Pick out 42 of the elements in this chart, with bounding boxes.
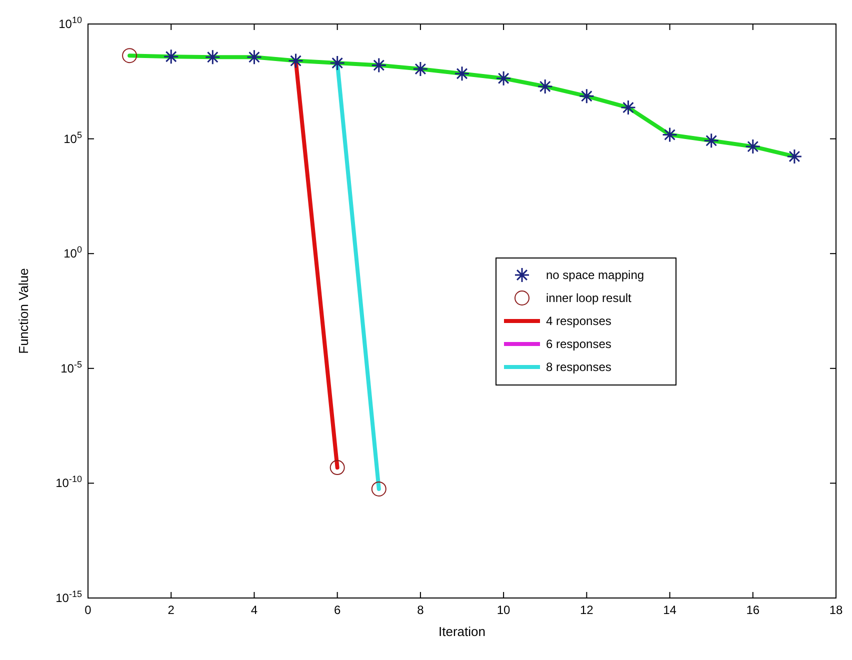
legend-label: 4 responses — [546, 314, 612, 328]
x-tick-label: 0 — [84, 603, 92, 617]
point — [704, 132, 720, 148]
legend-label: inner loop result — [546, 291, 632, 305]
point — [786, 148, 802, 164]
point — [246, 49, 262, 65]
point — [745, 138, 761, 154]
y-tick-label: 10$^{5}$ — [64, 130, 82, 146]
y-axis-title: Function Value — [16, 268, 31, 354]
y-tick-label: 10$^{0}$ — [64, 244, 82, 261]
x-tick-label: 2 — [168, 603, 175, 617]
point — [620, 100, 636, 116]
point — [330, 55, 346, 71]
y-tick-label: 10$^{10}$ — [58, 15, 82, 31]
point — [412, 61, 428, 77]
y-tick-label: 10$^{-10}$ — [56, 474, 82, 490]
x-tick-label: 6 — [334, 603, 341, 617]
point — [371, 57, 387, 73]
x-tick-label: 4 — [250, 603, 258, 617]
point — [122, 48, 138, 64]
x-tick-label: 12 — [580, 603, 594, 617]
y-tick-label: 10$^{-15}$ — [56, 589, 82, 605]
legend-label: 8 responses — [546, 360, 612, 374]
point — [537, 78, 553, 94]
x-tick-label: 16 — [746, 603, 760, 617]
x-axis-title: Iteration — [438, 624, 486, 639]
point — [578, 88, 594, 104]
legend-label: 6 responses — [546, 337, 612, 351]
point — [454, 66, 470, 82]
x-tick-label: 14 — [663, 603, 677, 617]
x-tick-label: 18 — [829, 603, 843, 617]
point — [288, 53, 304, 69]
point — [204, 49, 220, 65]
point — [662, 127, 678, 143]
point — [163, 48, 179, 64]
point — [371, 481, 386, 496]
legend-label: no space mapping — [546, 268, 644, 282]
y-tick-label: 10$^{-5}$ — [60, 359, 82, 376]
point — [330, 460, 345, 476]
x-tick-label: 10 — [496, 603, 511, 617]
point — [496, 70, 512, 86]
x-tick-label: 8 — [417, 603, 424, 617]
